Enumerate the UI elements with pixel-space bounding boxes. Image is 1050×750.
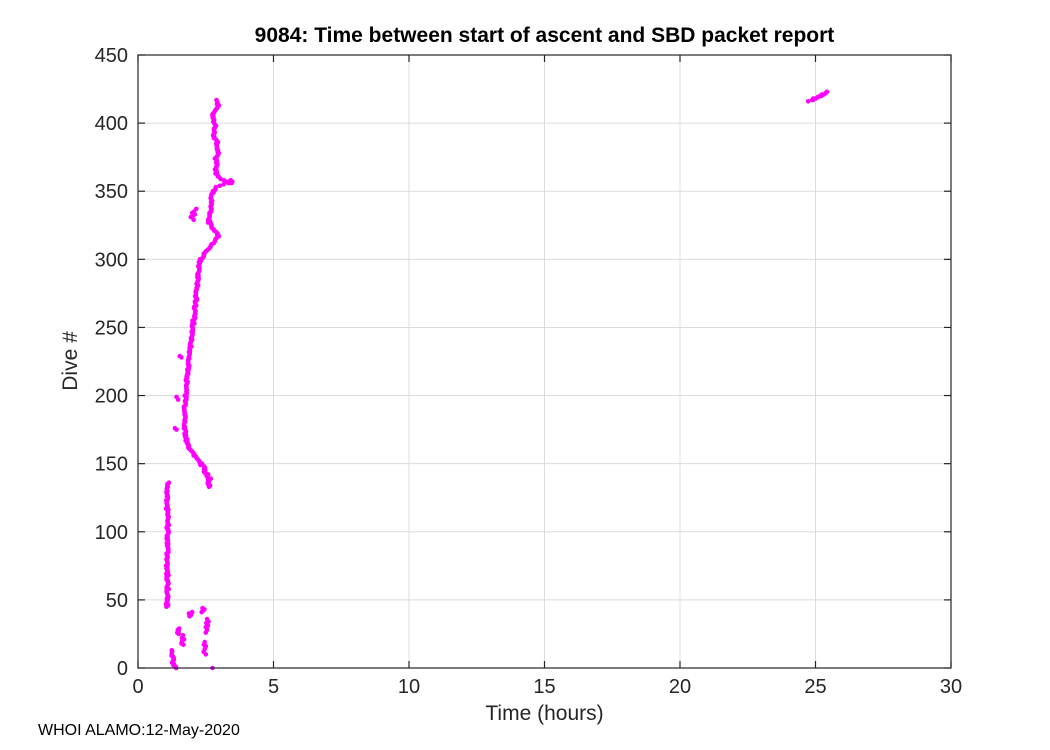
data-point [200, 605, 205, 611]
y-tick-label: 150 [95, 454, 128, 476]
data-point [213, 184, 219, 190]
data-point [805, 99, 811, 104]
data-point [189, 609, 195, 615]
data-point [174, 394, 179, 400]
x-tick-label: 15 [533, 676, 555, 698]
data-point [169, 648, 175, 653]
y-tick-label: 250 [95, 317, 128, 339]
data-point [172, 425, 178, 431]
chart-title: 9084: Time between start of ascent and S… [254, 24, 835, 47]
x-tick-label: 25 [804, 676, 826, 698]
y-tick-label: 50 [106, 590, 128, 612]
data-point [166, 480, 172, 486]
data-point [202, 639, 207, 645]
data-point [823, 90, 829, 96]
x-tick-label: 0 [132, 676, 143, 698]
watermark-annotation: WHOI ALAMO:12-May-2020 [38, 722, 240, 739]
x-axis-label: Time (hours) [485, 702, 604, 725]
x-tick-label: 10 [398, 676, 420, 698]
scatter-points [163, 89, 830, 671]
y-axis-label: Dive # [59, 331, 82, 391]
data-point [177, 353, 182, 359]
tick-marks [137, 54, 952, 669]
x-tick-label: 20 [669, 676, 691, 698]
y-tick-label: 450 [95, 45, 128, 67]
data-point [214, 97, 219, 103]
data-point [204, 616, 210, 622]
y-tick-label: 0 [117, 658, 128, 680]
data-point [176, 626, 182, 631]
data-point [815, 94, 820, 100]
y-tick-label: 200 [95, 386, 128, 408]
y-tick-label: 400 [95, 113, 128, 135]
data-point [217, 183, 223, 189]
y-tick-label: 300 [95, 249, 128, 271]
grid-lines [138, 55, 951, 668]
data-point [228, 178, 233, 183]
data-point [194, 206, 199, 212]
y-tick-label: 100 [95, 522, 128, 544]
y-tick-labels: 0 50 100 150 200 250 300 350 400 450 [95, 45, 128, 680]
x-tick-label: 30 [940, 676, 962, 698]
x-tick-labels: 0 5 10 15 20 25 30 [132, 676, 962, 698]
data-point [180, 633, 186, 638]
x-tick-label: 5 [268, 676, 279, 698]
y-tick-label: 350 [95, 181, 128, 203]
